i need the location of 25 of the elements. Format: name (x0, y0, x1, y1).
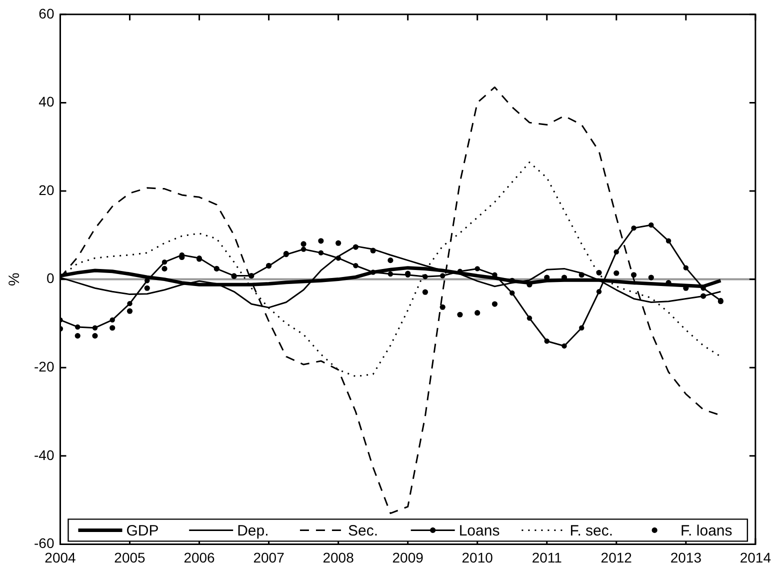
x-tick-label: 2007 (253, 549, 285, 566)
legend-label: F. loans (680, 522, 732, 540)
y-tick-label: -60 (34, 535, 54, 552)
y-axis-title: % (6, 272, 24, 286)
y-tick-label: 20 (38, 182, 54, 198)
x-tick-label: 2004 (44, 549, 76, 566)
legend-label: GDP (126, 522, 159, 540)
y-tick-label: 60 (38, 5, 54, 22)
legend-label: F. sec. (570, 522, 614, 540)
legend-label: Sec. (348, 522, 378, 540)
x-tick-label: 2013 (670, 549, 702, 566)
y-tick-label: 40 (38, 94, 54, 110)
x-tick-label: 2010 (462, 549, 494, 566)
x-tick-label: 2008 (322, 549, 354, 566)
x-tick-label: 2012 (600, 549, 632, 566)
y-tick-label: -20 (34, 358, 54, 374)
x-tick-label: 2009 (392, 549, 424, 566)
y-tick-label: 0 (46, 270, 54, 286)
x-tick-label: 2014 (740, 549, 772, 566)
x-tick-label: 2005 (114, 549, 146, 566)
legend-label: Dep. (237, 522, 269, 540)
legend-label: Loans (458, 522, 500, 540)
x-tick-label: 2006 (184, 549, 216, 566)
y-tick-label: -40 (34, 446, 54, 463)
x-tick-label: 2011 (532, 549, 562, 566)
